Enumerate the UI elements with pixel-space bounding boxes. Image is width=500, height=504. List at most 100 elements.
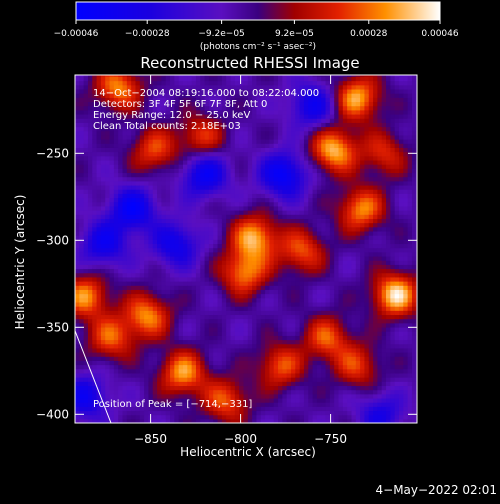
heatmap-cell [161, 319, 166, 324]
heatmap-cell [235, 264, 240, 269]
heatmap-cell [183, 281, 188, 286]
heatmap-cell [140, 323, 145, 328]
heatmap-cell [295, 314, 300, 319]
heatmap-cell [101, 310, 106, 315]
heatmap-cell [256, 285, 261, 290]
heatmap-cell [278, 331, 283, 336]
heatmap-cell [84, 218, 89, 223]
heatmap-cell [252, 264, 257, 269]
heatmap-cell [291, 298, 296, 303]
heatmap-cell [330, 390, 335, 395]
heatmap-cell [135, 135, 140, 140]
heatmap-cell [97, 235, 102, 240]
heatmap-cell [278, 81, 283, 86]
heatmap-cell [304, 398, 309, 403]
heatmap-cell [205, 306, 210, 311]
heatmap-cell [140, 344, 145, 349]
heatmap-cell [213, 323, 218, 328]
heatmap-cell [308, 273, 313, 278]
heatmap-cell [282, 323, 287, 328]
heatmap-cell [209, 235, 214, 240]
heatmap-cell [88, 76, 93, 81]
heatmap-cell [92, 206, 97, 211]
heatmap-cell [300, 302, 305, 307]
heatmap-cell [213, 369, 218, 374]
heatmap-cell [231, 214, 236, 219]
heatmap-cell [243, 415, 248, 420]
heatmap-cell [261, 110, 266, 115]
heatmap-cell [118, 218, 123, 223]
heatmap-cell [269, 114, 274, 119]
heatmap-cell [157, 294, 162, 299]
heatmap-cell [282, 360, 287, 365]
heatmap-cell [110, 323, 115, 328]
heatmap-cell [153, 239, 158, 244]
heatmap-cell [84, 264, 89, 269]
heatmap-cell [101, 189, 106, 194]
heatmap-cell [218, 335, 223, 340]
heatmap-cell [131, 323, 136, 328]
heatmap-cell [287, 314, 292, 319]
heatmap-cell [88, 243, 93, 248]
heatmap-cell [313, 106, 318, 111]
heatmap-cell [265, 298, 270, 303]
heatmap-cell [218, 373, 223, 378]
heatmap-cell [157, 314, 162, 319]
heatmap-cell [144, 298, 149, 303]
heatmap-cell [308, 268, 313, 273]
heatmap-cell [295, 306, 300, 311]
heatmap-cell [148, 256, 153, 261]
heatmap-cell [192, 193, 197, 198]
heatmap-cell [326, 127, 331, 132]
heatmap-cell [261, 231, 266, 236]
heatmap-cell [75, 181, 80, 186]
heatmap-cell [114, 306, 119, 311]
heatmap-cell [269, 239, 274, 244]
heatmap-cell [278, 193, 283, 198]
heatmap-cell [321, 177, 326, 182]
heatmap-cell [321, 147, 326, 152]
heatmap-cell [274, 122, 279, 127]
heatmap-cell [222, 319, 227, 324]
heatmap-cell [101, 152, 106, 157]
heatmap-cell [326, 210, 331, 215]
heatmap-cell [287, 231, 292, 236]
heatmap-cell [157, 385, 162, 390]
heatmap-cell [287, 356, 292, 361]
heatmap-cell [170, 273, 175, 278]
heatmap-cell [243, 81, 248, 86]
heatmap-cell [222, 356, 227, 361]
heatmap-cell [269, 365, 274, 370]
heatmap-cell [252, 294, 257, 299]
heatmap-cell [295, 239, 300, 244]
heatmap-cell [231, 189, 236, 194]
heatmap-cell [84, 114, 89, 119]
heatmap-cell [291, 377, 296, 382]
heatmap-cell [170, 281, 175, 286]
heatmap-cell [144, 415, 149, 420]
heatmap-cell [209, 185, 214, 190]
heatmap-cell [256, 235, 261, 240]
heatmap-cell [79, 76, 84, 81]
heatmap-cell [278, 235, 283, 240]
heatmap-cell [213, 415, 218, 420]
heatmap-cell [161, 164, 166, 169]
heatmap-cell [105, 285, 110, 290]
heatmap-cell [317, 369, 322, 374]
heatmap-cell [317, 231, 322, 236]
heatmap-cell [105, 76, 110, 81]
heatmap-cell [161, 218, 166, 223]
heatmap-cell [326, 152, 331, 157]
heatmap-cell [153, 152, 158, 157]
heatmap-cell [295, 206, 300, 211]
heatmap-cell [226, 227, 231, 232]
heatmap-cell [226, 310, 231, 315]
heatmap-cell [287, 152, 292, 157]
heatmap-cell [105, 177, 110, 182]
heatmap-cell [330, 344, 335, 349]
heatmap-cell [213, 268, 218, 273]
heatmap-cell [326, 172, 331, 177]
heatmap-cell [161, 360, 166, 365]
heatmap-cell [256, 356, 261, 361]
heatmap-cell [148, 218, 153, 223]
